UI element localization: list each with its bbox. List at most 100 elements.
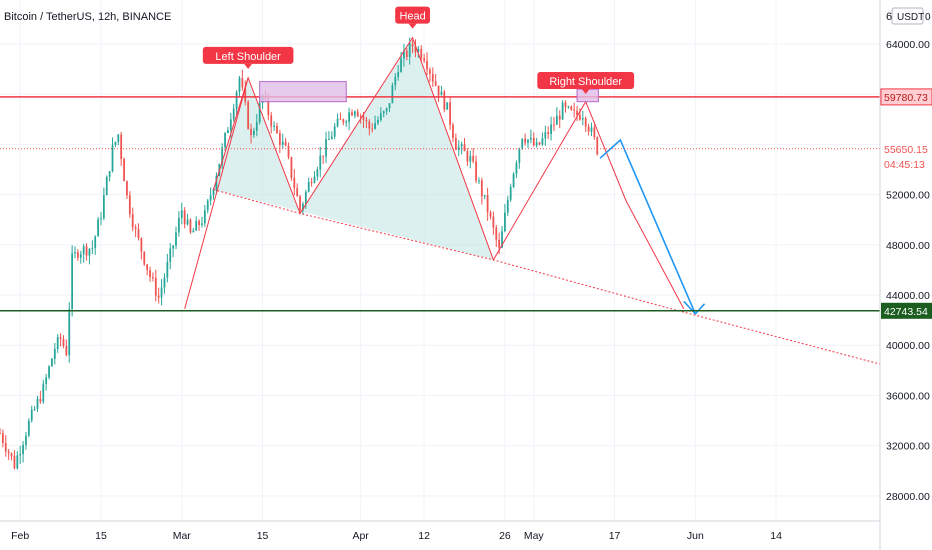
candle-body <box>480 180 483 197</box>
candle-body <box>198 220 200 225</box>
candle-body <box>579 115 581 120</box>
level-tag-label: 55650.15 <box>884 144 928 156</box>
candle-body <box>77 252 79 258</box>
candle-body <box>102 195 105 219</box>
neckline-trend <box>213 189 881 365</box>
price-tick-label: 52000.00 <box>886 190 930 202</box>
candle-body <box>547 132 550 135</box>
candle-body <box>339 118 342 120</box>
price-tick-label: 44000.00 <box>886 290 930 302</box>
candle-body <box>123 158 125 182</box>
candle-body <box>212 189 215 196</box>
candle-body <box>160 287 163 298</box>
candle-body <box>391 85 394 104</box>
pattern-label-text: Head <box>399 11 425 23</box>
price-tick-label: 36000.00 <box>886 390 930 402</box>
candle-body <box>504 212 506 232</box>
pattern-label-pointer <box>581 88 590 94</box>
candle-body <box>489 212 492 217</box>
candle-body <box>250 128 252 136</box>
candle-body <box>397 71 400 77</box>
currency-badge-label: USDT <box>897 12 924 23</box>
candle-body <box>414 46 417 53</box>
candle-body <box>518 148 521 163</box>
candle-body <box>593 127 596 138</box>
candle-body <box>177 217 180 233</box>
candle-body <box>483 195 486 197</box>
time-tick-label: May <box>524 530 545 542</box>
candle-body <box>201 223 203 225</box>
candle-body <box>224 132 226 148</box>
candle-body <box>506 199 509 213</box>
candle-body <box>244 87 247 102</box>
price-axis[interactable]: 28000.00 32000.00 36000.00 40000.00 44000.00… <box>886 39 930 503</box>
candle-body <box>296 188 299 197</box>
candle-body <box>299 196 301 211</box>
candle-body <box>452 124 454 138</box>
candle-body <box>255 122 258 131</box>
candle-body <box>403 50 405 59</box>
left-leg-line <box>184 77 249 309</box>
pattern-label-bg <box>537 71 635 89</box>
candle-body <box>567 106 570 108</box>
candle-body <box>460 144 463 147</box>
candle-body <box>371 128 374 130</box>
candle-body <box>192 230 195 233</box>
candle-body <box>247 101 250 129</box>
candle-body <box>486 195 489 213</box>
level-tag-bg <box>881 140 932 157</box>
candle-body <box>584 118 587 127</box>
candle-body <box>16 455 19 469</box>
time-axis[interactable]: Feb 15 Mar 15 Apr 12 26 May 17 Jun 14 <box>11 530 782 542</box>
candle-body <box>377 119 379 124</box>
annotations: Left Shoulder Head Right Shoulder <box>202 6 635 103</box>
pattern-label: Left Shoulder <box>202 46 294 69</box>
candle-body <box>42 383 45 402</box>
candle-body <box>449 102 451 125</box>
candle-body <box>209 195 212 201</box>
candle-body <box>206 200 209 211</box>
pattern-label: Right Shoulder <box>537 71 635 94</box>
candle-body <box>235 92 238 109</box>
pattern-label: Head <box>395 6 430 29</box>
candle-body <box>100 218 102 220</box>
candle-body <box>163 277 166 288</box>
candle-body <box>36 398 39 409</box>
candle-body <box>290 157 293 178</box>
currency-badge[interactable] <box>891 7 924 25</box>
candle-body <box>105 176 108 196</box>
candle-body <box>429 69 431 74</box>
candle-body <box>71 253 74 309</box>
candle-body <box>587 126 590 132</box>
candle-body <box>573 109 576 111</box>
candle-body <box>238 77 241 93</box>
candle-body <box>388 103 391 109</box>
candle-body <box>276 125 278 134</box>
candle-body <box>140 238 143 252</box>
candle-body <box>53 348 56 359</box>
candle-body <box>59 337 62 340</box>
candle-body <box>544 132 547 139</box>
candle-body <box>22 444 24 455</box>
candle-body <box>166 261 169 278</box>
candle-body <box>411 43 414 47</box>
candle-body <box>278 133 281 145</box>
pattern-label-pointer <box>244 63 253 69</box>
time-tick-label: 26 <box>499 530 511 542</box>
candle-body <box>227 130 229 133</box>
candle-body <box>495 227 498 240</box>
candle-body <box>423 58 426 61</box>
candle-body <box>570 106 573 110</box>
candle-body <box>19 454 22 456</box>
candle-body <box>253 130 255 136</box>
candle-body <box>420 48 423 59</box>
candle-body <box>120 134 123 159</box>
price-tick-label: 32000.00 <box>886 441 930 453</box>
candle-body <box>535 142 538 146</box>
candle-body <box>310 182 313 184</box>
projection-arrowhead <box>683 300 706 316</box>
candle-body <box>203 210 206 224</box>
countdown-bg <box>881 156 932 172</box>
candle-body <box>79 254 82 258</box>
